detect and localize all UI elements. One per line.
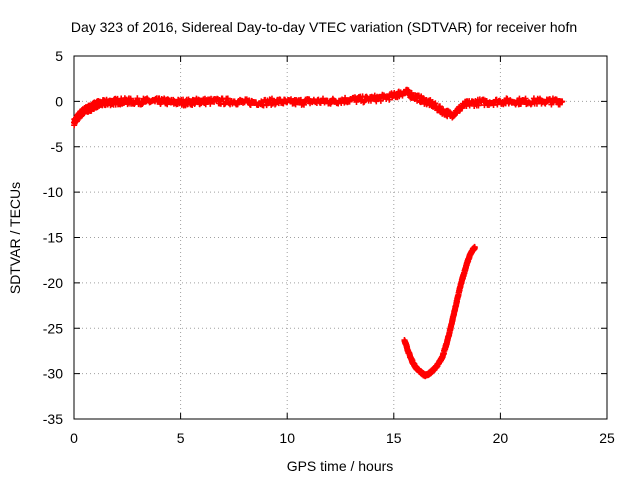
y-tick-label: -35	[43, 411, 63, 427]
series-main	[71, 86, 566, 129]
data-point-dense	[164, 101, 171, 108]
data-point	[559, 98, 566, 105]
data-point	[471, 244, 478, 251]
y-tick-label: -10	[43, 184, 63, 200]
x-tick-label: 15	[386, 430, 402, 446]
y-tick-label: -25	[43, 320, 63, 336]
grid	[74, 56, 607, 419]
x-tick-label: 10	[279, 430, 295, 446]
y-axis-label: SDTVAR / TECUs	[7, 182, 23, 294]
y-tick-label: -5	[51, 139, 64, 155]
x-axis-label: GPS time / hours	[287, 458, 394, 474]
y-tick-label: -30	[43, 366, 63, 382]
plot-border	[73, 55, 608, 420]
chart-title: Day 323 of 2016, Sidereal Day-to-day VTE…	[71, 19, 577, 35]
y-tick-label: -20	[43, 275, 63, 291]
series-lower-arc	[401, 243, 478, 380]
x-tick-label: 25	[599, 430, 615, 446]
x-tick-label: 0	[70, 430, 78, 446]
y-tick-label: -15	[43, 230, 63, 246]
plot-frame	[73, 55, 608, 420]
y-tick-label: 5	[55, 48, 63, 64]
x-tick-label: 5	[177, 430, 185, 446]
y-ticks: -35 -30 -25 -20 -15 -10 -5 0 5	[43, 48, 607, 427]
data-points	[71, 86, 566, 380]
data-point-dense	[522, 95, 529, 102]
x-tick-label: 20	[493, 430, 509, 446]
data-point-dense	[386, 96, 393, 103]
y-tick-label: 0	[55, 93, 63, 109]
x-ticks: 0 5 10 15 20 25	[70, 56, 615, 446]
